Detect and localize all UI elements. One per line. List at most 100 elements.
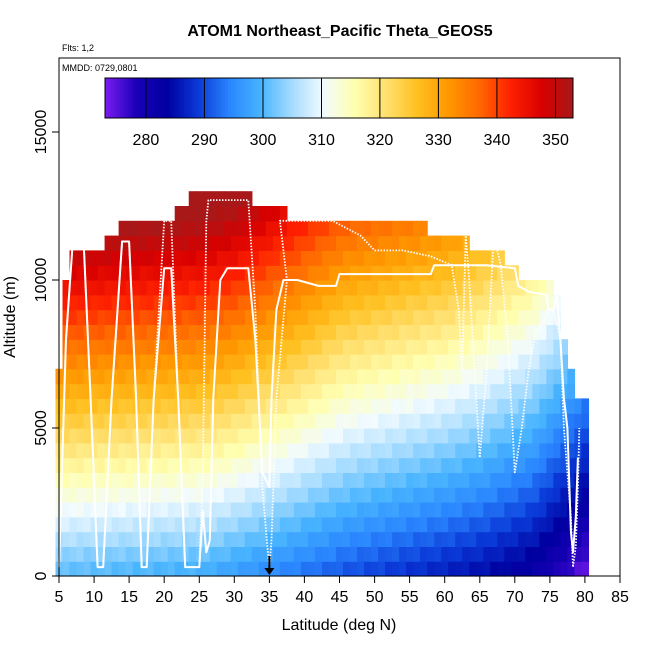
theta-cell — [69, 442, 78, 459]
theta-cell — [350, 428, 358, 444]
theta-cell — [539, 383, 547, 399]
theta-cell — [455, 324, 463, 340]
theta-cell — [293, 265, 302, 281]
theta-cell — [532, 472, 540, 488]
theta-cell — [434, 294, 442, 311]
theta-cell — [265, 487, 274, 503]
theta-cell — [174, 250, 183, 266]
colorbar-tick-label: 350 — [542, 132, 569, 149]
theta-cell — [490, 339, 498, 355]
theta-cell — [181, 265, 190, 281]
theta-cell — [202, 561, 211, 577]
theta-cell — [251, 235, 260, 251]
theta-cell — [357, 368, 365, 385]
colorbar-segment — [201, 78, 205, 118]
theta-cell — [546, 368, 554, 385]
theta-cell — [539, 294, 547, 311]
theta-cell — [476, 457, 484, 473]
theta-cell — [476, 546, 484, 562]
theta-cell — [413, 413, 421, 429]
theta-cell — [328, 309, 337, 325]
theta-cell — [237, 457, 246, 473]
colorbar-segment — [216, 78, 220, 118]
theta-cell — [448, 502, 456, 518]
theta-cell — [469, 383, 477, 399]
theta-cell — [497, 383, 505, 399]
theta-cell — [350, 398, 358, 414]
colorbar-segment — [391, 78, 396, 118]
theta-cell — [539, 339, 547, 355]
theta-cell — [335, 368, 344, 385]
theta-cell — [413, 294, 421, 311]
theta-cell — [307, 442, 316, 459]
theta-cell — [146, 339, 155, 355]
theta-cell — [483, 383, 491, 399]
theta-cell — [448, 294, 456, 311]
theta-cell — [350, 472, 358, 488]
x-tick-label: 65 — [471, 589, 489, 606]
theta-cell — [69, 428, 78, 444]
theta-cell — [427, 324, 435, 340]
theta-cell — [328, 398, 337, 414]
theta-cell — [560, 442, 568, 459]
theta-cell — [350, 250, 358, 266]
theta-cell — [448, 472, 456, 488]
colorbar: 280 290 300 310 320 330 340 350 — [104, 77, 574, 149]
theta-cell — [272, 354, 281, 370]
theta-cell — [321, 457, 330, 473]
colorbar-segment — [344, 78, 349, 118]
theta-cell — [497, 546, 505, 562]
theta-cell — [581, 502, 590, 518]
theta-cell — [111, 413, 120, 429]
theta-cell — [406, 428, 414, 444]
theta-cell — [230, 191, 239, 207]
theta-cell — [237, 502, 246, 518]
theta-cell — [483, 368, 491, 385]
theta-cell — [76, 442, 85, 459]
theta-cell — [343, 442, 351, 459]
theta-cell — [293, 531, 302, 547]
theta-cell — [174, 235, 183, 251]
theta-cell — [286, 561, 295, 577]
theta-cell — [230, 265, 239, 281]
theta-cell — [279, 457, 288, 473]
theta-cell — [364, 265, 372, 281]
theta-cell — [139, 398, 148, 414]
theta-cell — [441, 354, 449, 370]
theta-cell — [420, 502, 428, 518]
theta-cell — [399, 516, 407, 533]
theta-cell — [223, 354, 232, 370]
theta-cell — [300, 250, 309, 266]
theta-cell — [265, 354, 274, 370]
theta-cell — [525, 502, 533, 518]
theta-cell — [462, 428, 470, 444]
theta-cell — [392, 457, 400, 473]
theta-cell — [335, 561, 344, 577]
theta-cell — [314, 398, 323, 414]
colorbar-segment — [377, 78, 381, 118]
colorbar-segment — [529, 78, 533, 118]
theta-cell — [343, 428, 351, 444]
theta-cell — [209, 191, 218, 207]
theta-cell — [118, 294, 127, 311]
theta-cell — [230, 383, 239, 399]
colorbar-segment — [295, 78, 299, 118]
theta-cell — [574, 546, 583, 562]
theta-cell — [125, 457, 134, 473]
theta-cell — [167, 546, 176, 562]
theta-cell — [399, 294, 407, 311]
theta-cell — [518, 383, 526, 399]
theta-cell — [202, 220, 211, 237]
colorbar-segment — [140, 78, 144, 118]
theta-cell — [490, 442, 498, 459]
theta-cell — [357, 531, 365, 547]
theta-cell — [90, 561, 99, 577]
theta-cell — [413, 516, 421, 533]
theta-cell — [328, 383, 337, 399]
theta-cell — [104, 398, 113, 414]
theta-cell — [104, 413, 113, 429]
theta-cell — [434, 531, 442, 547]
theta-cell — [385, 235, 393, 251]
theta-cell — [371, 294, 379, 311]
colorbar-segment — [499, 78, 504, 118]
